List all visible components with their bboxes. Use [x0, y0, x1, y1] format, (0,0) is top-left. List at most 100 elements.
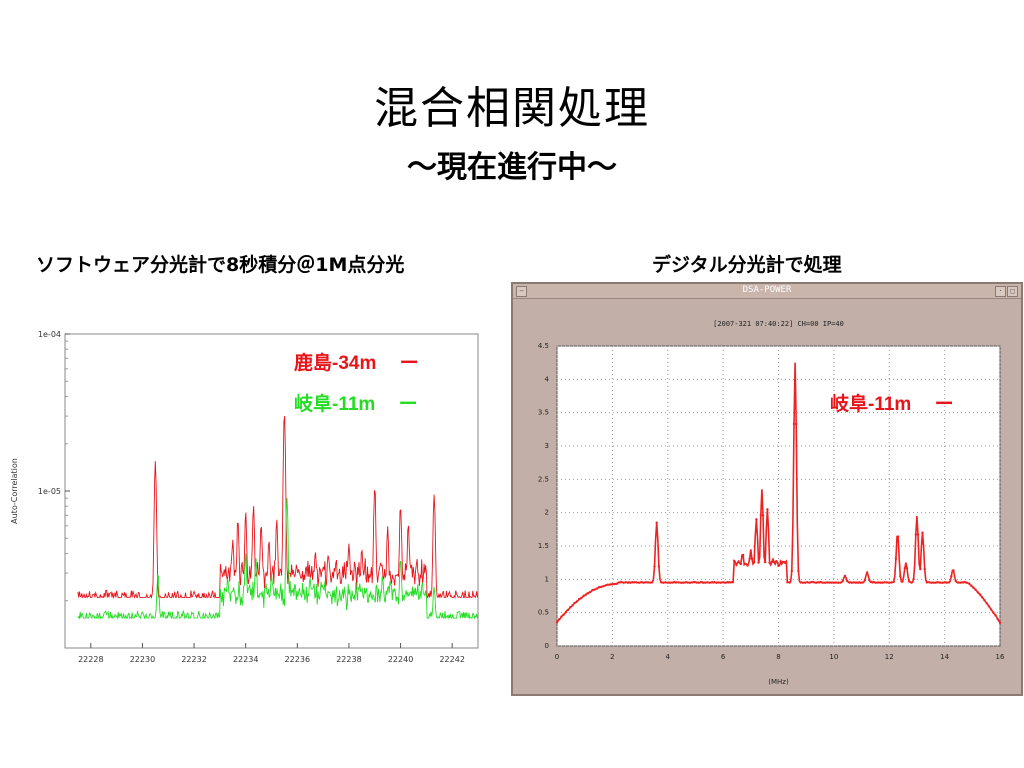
data-point: [690, 581, 694, 584]
data-point: [671, 581, 674, 584]
data-point: [644, 581, 647, 584]
data-point: [708, 581, 711, 584]
data-point: [575, 600, 579, 603]
data-point: [870, 580, 873, 584]
data-point: [834, 581, 838, 584]
x-tick-label: 22228: [78, 655, 103, 664]
x-axis-label: (MHz): [768, 678, 789, 686]
right-caption: デジタル分光計で処理: [652, 254, 842, 276]
data-point: [657, 565, 661, 568]
data-point: [768, 561, 771, 564]
data-point: [852, 581, 855, 584]
data-point: [934, 581, 937, 584]
data-point: [919, 567, 922, 571]
window-menu-button[interactable]: −: [516, 286, 527, 297]
data-point: [821, 581, 824, 584]
data-point: [569, 606, 572, 609]
y-tick-label: 0: [545, 642, 549, 650]
data-point: [677, 581, 680, 584]
legend-gifu-right: 岐阜-11m ー: [830, 389, 954, 416]
data-point: [633, 581, 636, 584]
window-titlebar[interactable]: − DSA-POWER · □: [513, 284, 1021, 299]
data-point: [905, 567, 909, 570]
data-point: [819, 580, 822, 584]
data-point: [832, 581, 836, 584]
data-point: [697, 581, 700, 584]
window-maximize-button[interactable]: □: [1007, 286, 1018, 297]
data-point: [987, 605, 991, 608]
y-tick-label: 1.5: [538, 542, 549, 550]
series-line-gifu: [77, 498, 478, 620]
data-point: [726, 580, 729, 584]
data-point: [766, 508, 769, 511]
data-point: [628, 581, 632, 584]
data-point: [733, 559, 736, 563]
window-minimize-button[interactable]: ·: [995, 286, 1006, 297]
data-point: [702, 581, 705, 584]
data-point: [783, 561, 787, 564]
x-tick-label: 22234: [233, 655, 258, 664]
data-point: [717, 581, 720, 584]
left-caption: ソフトウェア分光計で8秒積分＠1M点分光: [36, 254, 405, 276]
data-point: [914, 533, 917, 536]
data-point: [640, 581, 643, 584]
data-point: [927, 581, 931, 584]
legend-kashima-label: 鹿島-34m: [294, 353, 377, 374]
data-point: [859, 581, 862, 584]
data-point: [963, 580, 966, 584]
data-point: [757, 561, 760, 564]
y-axis-label: Auto-Correlation: [10, 458, 19, 524]
data-point: [983, 599, 986, 602]
data-point: [863, 578, 867, 582]
data-point: [790, 569, 793, 573]
data-point: [739, 562, 742, 566]
data-point: [755, 518, 758, 521]
data-point: [956, 581, 960, 584]
data-point: [602, 585, 605, 588]
x-tick-label: 8: [776, 653, 780, 661]
data-point: [857, 581, 860, 584]
data-point: [679, 581, 683, 584]
data-point: [846, 579, 849, 583]
data-point: [699, 580, 703, 584]
data-point: [631, 581, 634, 584]
data-point: [841, 579, 844, 583]
legend-gifu-right-mark: ー: [934, 394, 954, 415]
data-point: [996, 618, 999, 621]
data-point: [795, 422, 798, 426]
data-point: [735, 563, 738, 567]
data-point: [939, 581, 942, 584]
y-tick-label: 4: [545, 375, 550, 383]
data-point: [936, 581, 940, 584]
data-point: [668, 581, 672, 584]
data-point: [715, 581, 718, 584]
data-point: [879, 581, 882, 584]
data-point: [642, 581, 645, 584]
data-point: [662, 581, 665, 584]
data-point: [883, 581, 886, 584]
data-point: [688, 581, 692, 584]
data-point: [921, 531, 924, 534]
window-title: DSA-POWER: [742, 285, 792, 295]
digital-spectrometer-chart: [2007-321 07:40:22] CH=00 IP=40 0 0.5 1 1.5 2…: [538, 320, 1005, 686]
data-point: [591, 589, 594, 592]
data-point: [759, 514, 762, 517]
data-point: [839, 581, 842, 584]
data-point: [908, 580, 911, 583]
data-point: [613, 582, 616, 586]
plot-frame: [64, 333, 479, 649]
data-point: [912, 577, 915, 581]
data-point: [706, 581, 709, 584]
data-point: [752, 561, 756, 564]
x-tick-label: 2: [610, 653, 614, 661]
data-point: [637, 581, 641, 584]
data-point: [903, 567, 906, 570]
data-point: [781, 560, 785, 564]
series-line-kashima: [77, 416, 478, 600]
data-point: [566, 608, 570, 612]
x-tick-label: 22236: [285, 655, 310, 664]
data-point: [932, 581, 935, 584]
data-point: [896, 535, 900, 538]
plot-area: [556, 345, 1001, 647]
y-tick-label: 3.5: [538, 409, 549, 417]
